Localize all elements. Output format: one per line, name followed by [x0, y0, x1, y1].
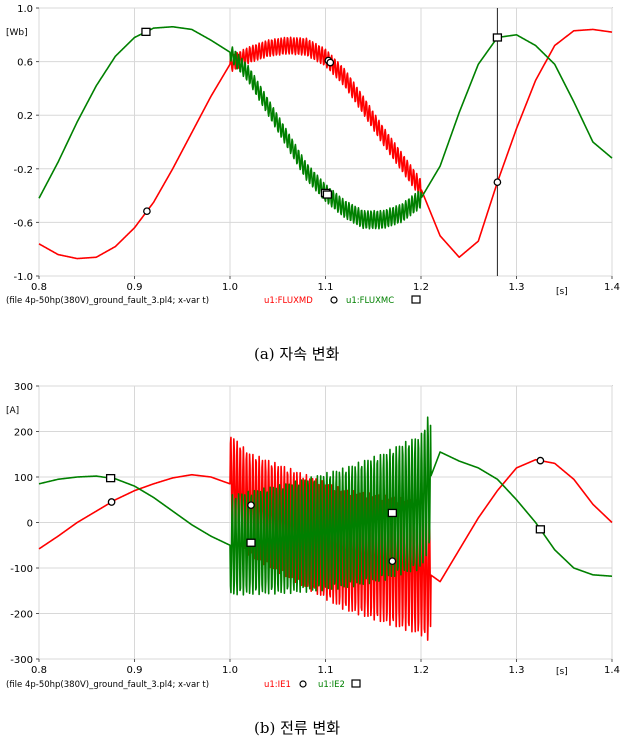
flux-y-unit: [Wb] [6, 28, 28, 38]
current-marker-u1ie1 [536, 456, 545, 465]
current-legend-label-ie2: u1:IE2 [318, 680, 345, 690]
current-x-axis: 0.8 0.9 1.0 1.1 1.2 1.3 1.4 [31, 659, 620, 676]
flux-x-tick-label: 1.3 [509, 282, 525, 293]
current-legend: (file 4p-50hp(380V)_ground_fault_3.pl4; … [6, 679, 361, 690]
current-marker-u1ie2 [105, 473, 116, 483]
current-y-unit: [A] [6, 406, 19, 416]
flux-y-tick-label: 1.0 [17, 4, 33, 15]
flux-y-tick-label: -1.0 [13, 272, 33, 283]
flux-y-axis: 1.0 0.6 0.2 -0.2 -0.6 -1.0 [13, 4, 39, 283]
current-x-tick-label: 0.9 [127, 665, 143, 676]
flux-x-tick-label: 1.4 [604, 282, 620, 293]
current-footer-file: (file 4p-50hp(380V)_ground_fault_3.pl4; … [6, 680, 209, 690]
current-x-tick-label: 1.4 [604, 665, 620, 676]
current-marker-u1ie2 [535, 525, 546, 534]
flux-y-tick-label: -0.2 [13, 165, 33, 176]
current-marker-u1ie1 [107, 498, 116, 506]
current-x-tick-label: 1.1 [318, 665, 334, 676]
current-legend-marker-ie1 [299, 680, 307, 688]
current-y-tick-label: 0 [27, 519, 33, 530]
flux-y-tick-label: -0.6 [13, 218, 33, 229]
current-series-u1ie1 [38, 436, 613, 641]
flux-marker-u1fluxmd [326, 58, 335, 67]
current-x-tick-label: 1.3 [509, 665, 525, 676]
current-chart: 300 200 100 0 -100 -200 -300 0.8 0.9 1.0 1.1 1.2 1.… [6, 382, 620, 690]
flux-marker-u1fluxmc [141, 27, 151, 37]
flux-legend-label-fluxmc: u1:FLUXMC [346, 296, 394, 306]
current-marker-u1ie2 [387, 508, 398, 518]
flux-y-tick-label: 0.6 [17, 58, 33, 69]
current-marker-u1ie2 [246, 538, 256, 547]
current-series-u1ie2 [38, 416, 613, 596]
current-y-tick-label: 100 [14, 473, 33, 484]
current-x-tick-label: 0.8 [31, 665, 47, 676]
flux-series-u1fluxmd [38, 28, 613, 260]
current-legend-label-ie1: u1:IE1 [264, 680, 291, 690]
current-x-tick-label: 1.2 [413, 665, 429, 676]
current-y-tick-label: 200 [14, 428, 33, 439]
current-marker-u1ie1 [247, 501, 255, 510]
flux-y-tick-label: 0.2 [17, 111, 33, 122]
flux-legend-marker-fluxmc [411, 295, 421, 304]
flux-legend-marker-fluxmd [330, 296, 338, 304]
flux-marker-u1fluxmd [143, 207, 151, 216]
flux-legend-label-fluxmd: u1:FLUXMD [264, 296, 313, 306]
flux-x-axis: 0.8 0.9 1.0 1.1 1.2 1.3 1.4 [31, 276, 620, 293]
current-y-tick-label: 300 [14, 382, 33, 393]
flux-x-tick-label: 1.1 [318, 282, 334, 293]
current-y-tick-label: -100 [10, 564, 33, 575]
flux-marker-u1fluxmc [492, 33, 503, 42]
flux-marker-u1fluxmc [322, 190, 333, 199]
flux-x-tick-label: 0.8 [31, 282, 47, 293]
flux-legend: (file 4p-50hp(380V)_ground_fault_3.pl4; … [6, 295, 421, 306]
current-y-axis: 300 200 100 0 -100 -200 -300 [10, 382, 39, 666]
caption-a: (a) 자속 변화 [254, 345, 340, 363]
current-y-tick-label: -300 [10, 655, 33, 666]
flux-chart: 1.0 0.6 0.2 -0.2 -0.6 -1.0 0.8 0.9 1.0 1.1 1.2 1.3… [6, 4, 620, 306]
caption-b: (b) 전류 변화 [254, 719, 340, 737]
flux-marker-u1fluxmd [493, 178, 502, 187]
flux-x-unit: [s] [556, 287, 568, 297]
current-series-group [38, 416, 613, 641]
current-x-tick-label: 1.0 [222, 665, 238, 676]
flux-series-u1fluxmc [38, 25, 613, 230]
current-x-unit: [s] [556, 667, 568, 677]
current-marker-u1ie1 [388, 557, 397, 566]
current-legend-marker-ie2 [351, 679, 361, 688]
flux-x-tick-label: 1.2 [413, 282, 429, 293]
flux-x-tick-label: 1.0 [222, 282, 238, 293]
flux-x-tick-label: 0.9 [127, 282, 143, 293]
flux-footer-file: (file 4p-50hp(380V)_ground_fault_3.pl4; … [6, 296, 209, 306]
flux-series-group [38, 25, 613, 260]
current-y-tick-label: -200 [10, 610, 33, 621]
